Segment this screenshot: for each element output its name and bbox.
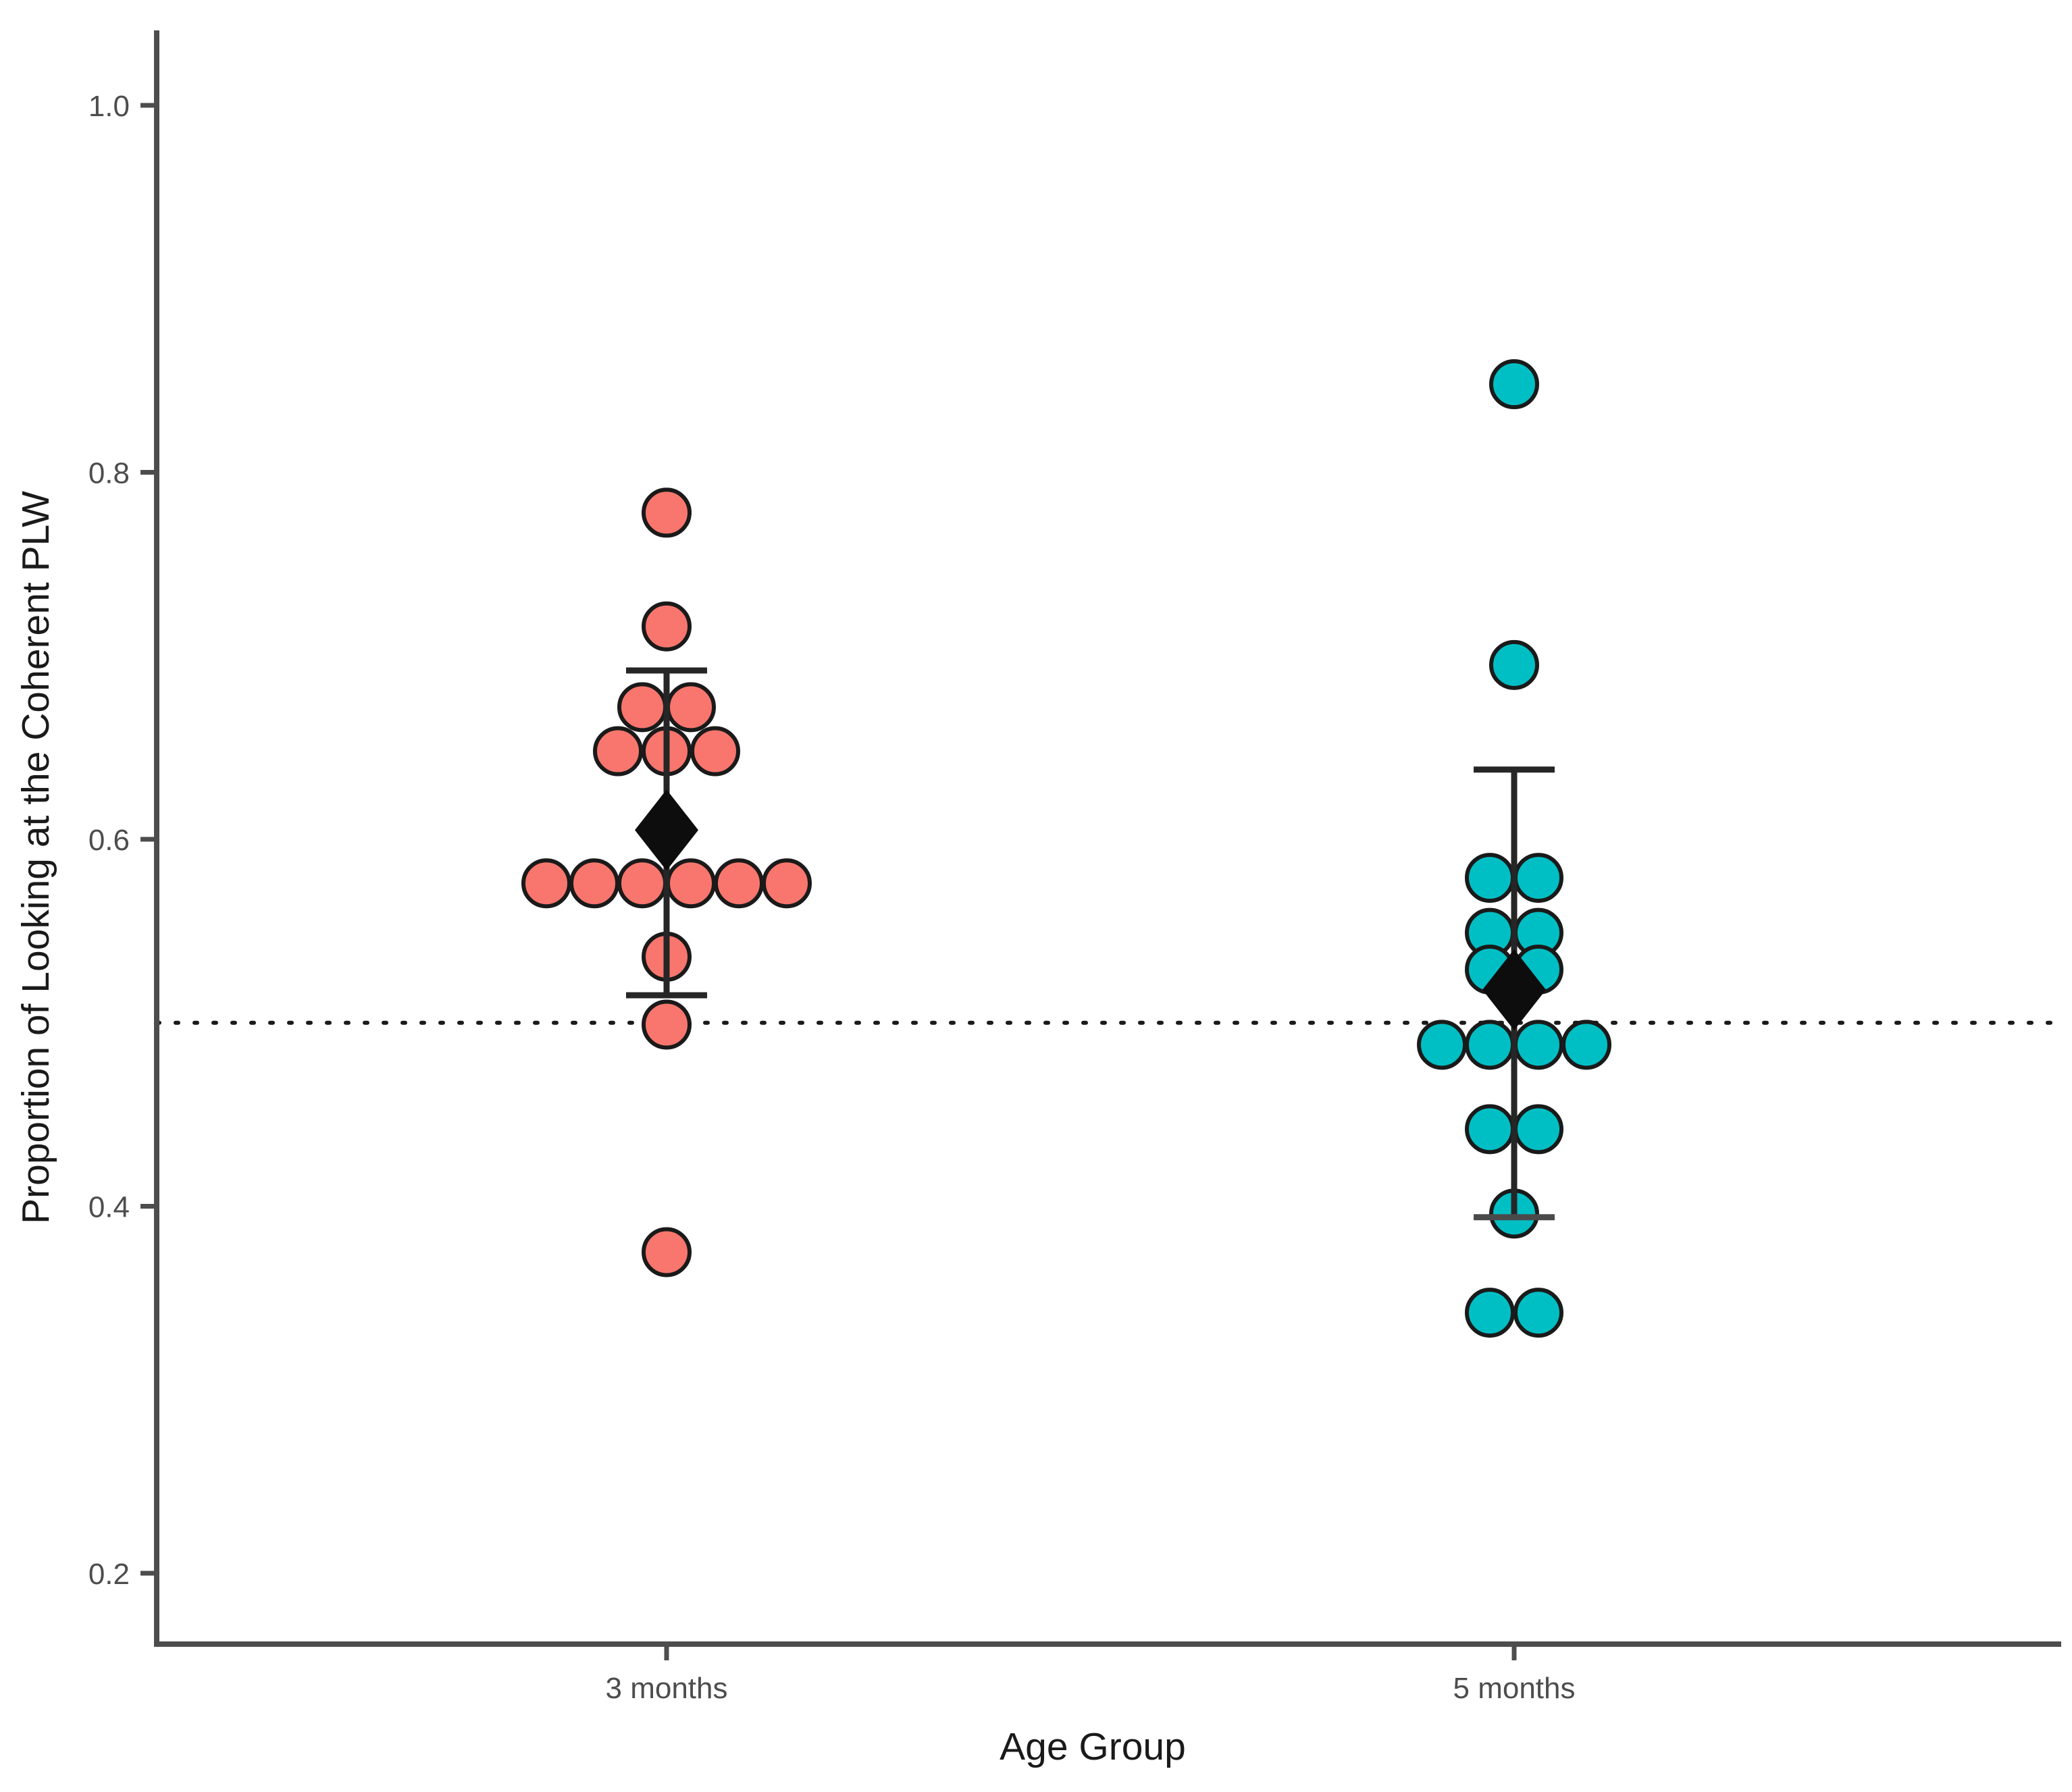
data-point-5-months: [1465, 1288, 1515, 1338]
y-tick-label: 0.2: [88, 1558, 130, 1591]
data-point-5-months: [1489, 639, 1539, 690]
mean-diamond: [635, 789, 698, 871]
data-point-3-months: [642, 601, 692, 652]
y-axis-title: Proportion of Looking at the Coherent PL…: [14, 491, 57, 1224]
data-point-3-months: [569, 858, 619, 909]
data-point-3-months: [714, 858, 764, 909]
mean-diamond: [1482, 949, 1546, 1030]
data-point-5-months: [1561, 1020, 1611, 1070]
data-point-5-months: [1465, 1104, 1515, 1155]
data-point-3-months: [521, 858, 571, 909]
y-tick-label: 0.6: [88, 824, 130, 857]
data-point-3-months: [642, 999, 692, 1050]
data-point-3-months: [690, 726, 740, 776]
data-point-3-months: [642, 487, 692, 538]
data-point-5-months: [1513, 1020, 1563, 1070]
data-point-5-months: [1489, 359, 1539, 410]
data-point-5-months: [1513, 1104, 1563, 1155]
data-point-3-months: [762, 858, 812, 909]
x-axis-title: Age Group: [1000, 1725, 1186, 1768]
data-point-3-months: [642, 1227, 692, 1277]
x-tick-label: 3 months: [606, 1672, 728, 1705]
data-point-3-months: [593, 726, 643, 776]
y-tick-label: 0.4: [88, 1191, 130, 1224]
x-tick-label: 5 months: [1453, 1672, 1576, 1705]
data-point-5-months: [1513, 853, 1563, 903]
data-point-3-months: [617, 682, 667, 733]
data-point-3-months: [666, 858, 716, 909]
data-point-3-months: [617, 858, 667, 909]
data-point-5-months: [1417, 1020, 1467, 1070]
data-point-5-months: [1513, 1288, 1563, 1338]
data-point-5-months: [1465, 853, 1515, 903]
y-tick-label: 0.8: [88, 457, 130, 490]
y-tick-label: 1.0: [88, 90, 130, 123]
data-point-5-months: [1465, 1020, 1515, 1070]
data-point-3-months: [666, 682, 716, 733]
